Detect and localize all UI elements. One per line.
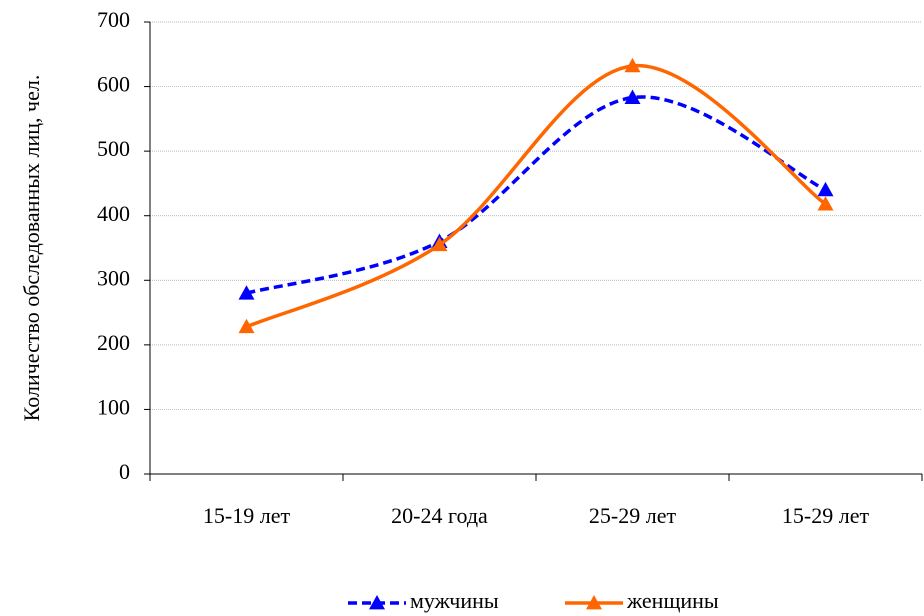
x-tick-label: 20-24 года — [391, 503, 488, 528]
marker — [624, 57, 641, 73]
marker — [624, 89, 641, 104]
marker — [817, 196, 834, 211]
series-line — [245, 64, 827, 329]
legend-label: женщины — [626, 588, 719, 613]
x-tick-label: 25-29 лет — [589, 503, 677, 528]
marker — [431, 236, 448, 252]
y-axis-label: Количество обследованных лиц, чел. — [19, 75, 44, 422]
y-tick-label: 200 — [97, 330, 130, 355]
legend-marker — [369, 595, 385, 610]
y-tick-label: 500 — [97, 136, 130, 161]
y-tick-label: 400 — [97, 201, 130, 226]
marker — [238, 318, 255, 334]
y-tick-label: 600 — [97, 72, 130, 97]
x-tick-label: 15-29 лет — [782, 503, 870, 528]
marker — [817, 181, 834, 197]
marker — [238, 285, 255, 300]
series-line — [246, 95, 827, 295]
y-tick-label: 0 — [119, 459, 130, 484]
y-tick-label: 300 — [97, 265, 130, 290]
y-tick-label: 700 — [97, 7, 130, 32]
legend-marker — [586, 595, 602, 610]
y-tick-label: 100 — [97, 394, 130, 419]
legend-label: мужчины — [410, 588, 499, 613]
x-tick-label: 15-19 лет — [203, 503, 291, 528]
